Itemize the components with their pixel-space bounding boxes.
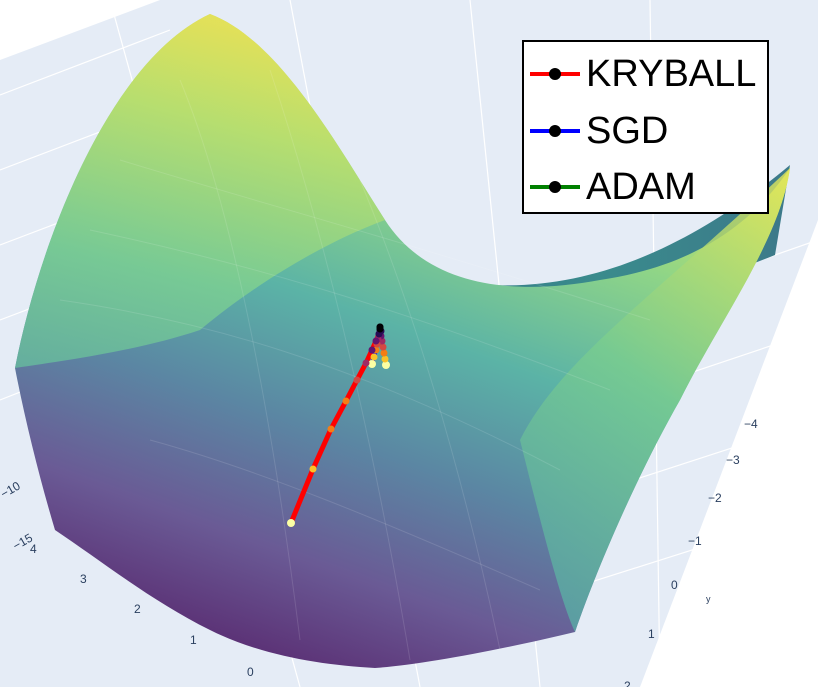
x-tick-label: 3 xyxy=(80,572,87,586)
kryball-trajectory-point xyxy=(372,337,380,345)
kryball-trajectory-point xyxy=(287,519,295,527)
y-tick-label: −2 xyxy=(708,491,722,505)
surface-grid xyxy=(59,69,651,661)
legend-label: KRYBALL xyxy=(586,53,757,95)
kryball-trajectory-point xyxy=(342,397,350,405)
kryball-trajectory-point xyxy=(309,465,317,473)
x-axis-ticks: 4 3 2 1 0 xyxy=(30,542,254,679)
kryball-trajectory-point xyxy=(362,359,370,367)
y-tick-label: −1 xyxy=(688,534,702,548)
sgd-trajectory-point xyxy=(368,360,376,368)
sgd-trajectory-point xyxy=(370,353,378,361)
y-tick-label: −4 xyxy=(744,417,758,431)
kryball-trajectory-point xyxy=(376,325,384,333)
adam-trajectory-point xyxy=(379,343,387,351)
legend-marker xyxy=(549,181,561,193)
x-tick-label: 1 xyxy=(190,633,197,647)
y-axis-title: y xyxy=(706,594,711,604)
surface-right-flank xyxy=(520,168,790,632)
kryball-trajectory-point xyxy=(327,425,335,433)
legend-label: SGD xyxy=(586,110,669,152)
y-tick-label: 1 xyxy=(648,627,655,641)
y-axis-ticks: −4 −3 −2 −1 0 1 2 y xyxy=(624,417,758,687)
legend-item-sgd[interactable]: SGD xyxy=(524,106,769,156)
adam-trajectory-point xyxy=(381,355,389,363)
surface-left-ridge xyxy=(15,14,385,368)
adam-trajectory-point xyxy=(380,349,388,357)
x-tick-label: 2 xyxy=(134,602,141,616)
kryball-trajectory-point xyxy=(368,346,376,354)
legend-marker xyxy=(549,68,561,80)
y-tick-label: −3 xyxy=(726,453,740,467)
x-tick-label: 4 xyxy=(30,542,37,556)
y-tick-label: 0 xyxy=(671,578,678,592)
kryball-trajectory-point xyxy=(353,376,361,384)
legend: KRYBALL SGD ADAM xyxy=(522,40,769,214)
adam-trajectory-point xyxy=(382,361,390,369)
x-tick-label: 0 xyxy=(247,665,254,679)
legend-item-adam[interactable]: ADAM xyxy=(524,162,769,212)
legend-marker xyxy=(549,125,561,137)
optimizer-trajectories xyxy=(287,323,390,527)
y-tick-label: 2 xyxy=(624,679,631,687)
legend-item-kryball[interactable]: KRYBALL xyxy=(524,49,769,99)
legend-label: ADAM xyxy=(586,166,696,208)
